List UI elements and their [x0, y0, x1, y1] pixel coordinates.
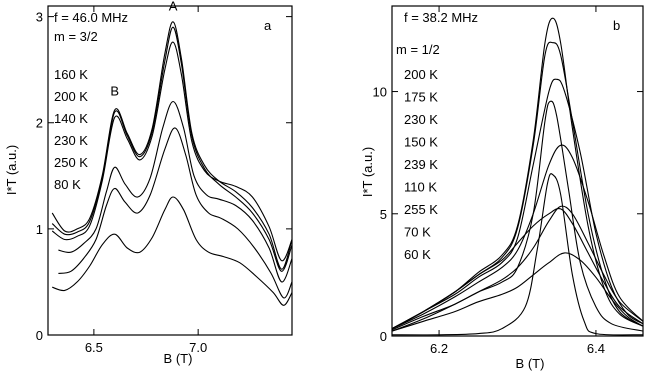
- legend-entry: 80 K: [54, 177, 81, 192]
- legend-entry: 160 K: [54, 67, 88, 82]
- x-tick-label: 6.5: [85, 340, 103, 355]
- legend-entry: 110 K: [404, 180, 437, 195]
- series-line: [391, 78, 644, 330]
- legend-entry: 239 K: [404, 157, 438, 172]
- y-tick-label: 5: [380, 207, 387, 222]
- panel-a-legend: 160 K 200 K 140 K 230 K 250 K 80 K: [54, 67, 88, 192]
- panel-a-curves: [51, 21, 293, 306]
- panel-a-ticks: 6.5 7.0 0 1 2 3: [36, 6, 292, 355]
- series-line: [51, 26, 293, 272]
- panel-a-peak-labels: AB: [110, 0, 177, 98]
- legend-entry: 255 K: [404, 202, 438, 217]
- series-line: [52, 196, 293, 306]
- panel-a-frame: [47, 5, 293, 336]
- panel-b-y-axis-label: I*T (a.u.): [360, 147, 375, 197]
- legend-entry: 60 K: [404, 247, 431, 262]
- panel-b-ticks: 6.2 6.4 0 5 10: [373, 6, 643, 356]
- y-tick-label: 1: [36, 222, 43, 237]
- series-line: [391, 252, 644, 332]
- series-line: [391, 17, 644, 330]
- series-line: [51, 21, 293, 270]
- x-tick-label: 7.0: [189, 340, 207, 355]
- panel-a-label: a: [264, 18, 272, 33]
- panel-b-chart: 6.2 6.4 0 5 10 f = 38.2 MHz m = 1/2 b 200 K 1…: [360, 5, 644, 371]
- panel-b-curves: [391, 17, 644, 336]
- series-line: [58, 127, 293, 299]
- peak-label: A: [169, 0, 178, 13]
- panel-b-spin: m = 1/2: [396, 42, 440, 57]
- y-tick-label: 10: [373, 85, 387, 100]
- series-line: [391, 207, 644, 330]
- series-line: [51, 41, 293, 262]
- y-tick-label: 2: [36, 116, 43, 131]
- panel-a-y-axis-label: I*T (a.u.): [4, 145, 19, 195]
- panel-b-frequency: f = 38.2 MHz: [404, 10, 478, 25]
- panel-b-x-axis-label: B (T): [516, 356, 545, 371]
- series-line: [391, 173, 644, 336]
- y-tick-label: 0: [36, 328, 43, 343]
- legend-entry: 70 K: [404, 225, 431, 240]
- x-tick-label: 6.2: [430, 341, 448, 356]
- series-line: [391, 144, 644, 330]
- peak-label: B: [110, 83, 119, 98]
- panel-a-x-axis-label: B (T): [164, 351, 193, 366]
- panel-a-chart: 6.5 7.0 0 1 2 3 f = 46.0 MHz m = 3/2 a 160 K 2…: [4, 0, 293, 366]
- legend-entry: 175 K: [404, 90, 438, 105]
- legend-entry: 250 K: [54, 155, 88, 170]
- legend-entry: 150 K: [404, 135, 438, 150]
- panel-a-frequency: f = 46.0 MHz: [54, 10, 128, 25]
- y-tick-label: 0: [380, 329, 387, 344]
- y-tick-label: 3: [36, 10, 43, 25]
- legend-entry: 200 K: [404, 67, 438, 82]
- panel-b-frame: [391, 5, 644, 337]
- series-line: [391, 205, 644, 332]
- legend-entry: 200 K: [54, 89, 88, 104]
- legend-entry: 230 K: [404, 112, 438, 127]
- panel-b-legend: 200 K 175 K 230 K 150 K 239 K 110 K 255 K 70 K 6…: [404, 67, 438, 262]
- panel-b-label: b: [613, 18, 620, 33]
- x-tick-label: 6.4: [587, 341, 605, 356]
- panel-a-spin: m = 3/2: [54, 29, 98, 44]
- legend-entry: 230 K: [54, 133, 88, 148]
- series-line: [58, 100, 293, 283]
- legend-entry: 140 K: [54, 111, 88, 126]
